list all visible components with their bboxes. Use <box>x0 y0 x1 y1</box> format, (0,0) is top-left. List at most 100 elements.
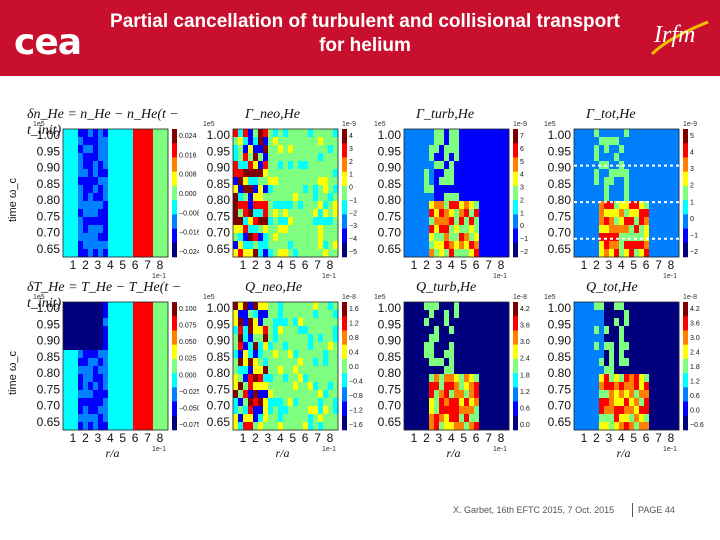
x-tick-label: 4 <box>107 258 114 272</box>
y-tick-label: 1.00 <box>548 128 572 142</box>
colorbar-scale-label: 1e-8 <box>683 294 697 301</box>
colorbar-tick-label: −1 <box>349 197 357 204</box>
colorbar-tick-label: −5 <box>349 249 357 256</box>
y-tick-label: 0.90 <box>548 161 572 175</box>
x-tick-label: 6 <box>302 258 309 272</box>
x-tick-label: 8 <box>327 258 334 272</box>
colorbar-tick-label: 0.6 <box>690 393 700 400</box>
colorbar-tick-label: −1 <box>690 232 698 239</box>
y-tick-label: 0.75 <box>378 382 402 396</box>
plot-frame <box>403 128 510 258</box>
colorbar-scale-label: 1e-9 <box>683 121 697 128</box>
plot-frame <box>403 301 510 431</box>
x-tick-label: 1 <box>411 258 418 272</box>
colorbar-tick-label: 0.000 <box>179 191 197 198</box>
heatmap-field <box>63 129 169 258</box>
irfm-logo-text: Irfm <box>654 22 696 48</box>
y-tick-label: 0.80 <box>548 366 572 380</box>
y-tick-label: 0.70 <box>378 226 402 240</box>
y-tick-label: 0.85 <box>37 177 61 191</box>
y-scale-label: 1e5 <box>374 294 386 301</box>
y-scale-label: 1e5 <box>203 294 215 301</box>
colorbar-tick-label: 5 <box>690 133 694 140</box>
y-tick-label: 0.90 <box>37 161 61 175</box>
x-tick-label: 4 <box>277 431 284 445</box>
colorbar-tick-label: 2.4 <box>520 356 530 363</box>
y-tick-label: 0.85 <box>378 350 402 364</box>
x-tick-label: 5 <box>289 431 296 445</box>
colorbar-tick-label: −0.8 <box>349 393 363 400</box>
colorbar-tick-label: 0.075 <box>179 323 197 330</box>
y-tick-label: 0.65 <box>548 415 572 429</box>
x-tick-label: 4 <box>618 431 625 445</box>
x-tick-label: 2 <box>423 258 430 272</box>
x-tick-label: 7 <box>655 258 662 272</box>
y-tick-label: 0.70 <box>37 226 61 240</box>
heatmap-panel-7: Q_turb,He 1.00 0.95 0.90 0.85 0.80 0.75 0.70 0.6… <box>368 280 540 452</box>
heatmap-panel-6: Q_neo,He 1.00 0.95 0.90 0.85 0.80 0.75 0.70 0.65… <box>197 280 369 452</box>
colorbar-tick-label: 1.6 <box>349 306 359 313</box>
x-tick-label: 1 <box>411 431 418 445</box>
y-tick-label: 0.70 <box>207 399 231 413</box>
x-tick-label: 6 <box>302 431 309 445</box>
colorbar-tick-label: −4 <box>349 236 357 243</box>
colorbar-tick-label: 7 <box>520 133 524 140</box>
x-tick-label: 3 <box>606 431 613 445</box>
heatmap-field <box>574 129 680 258</box>
x-tick-label: 1 <box>240 258 247 272</box>
x-tick-label: 7 <box>314 258 321 272</box>
x-scale-label: 1e-1 <box>663 446 677 452</box>
colorbar-tick-label: 3 <box>520 185 524 192</box>
x-scale-label: 1e-1 <box>322 273 336 279</box>
y-tick-label: 0.80 <box>378 366 402 380</box>
colorbar-tick-label: 1 <box>520 210 524 217</box>
y-tick-label: 0.70 <box>548 226 572 240</box>
heatmap-field <box>404 302 510 431</box>
x-tick-label: 1 <box>240 431 247 445</box>
colorbar-tick-label: 4 <box>349 133 353 140</box>
x-tick-label: 7 <box>144 431 151 445</box>
y-tick-label: 1.00 <box>207 128 231 142</box>
y-tick-label: 1.00 <box>207 301 231 315</box>
x-scale-label: 1e-1 <box>493 446 507 452</box>
heatmap-panel-4: Γ_tot,He 1.00 0.95 0.90 0.85 0.80 0.75 0.70 0.65… <box>538 107 710 279</box>
y-tick-label: 0.95 <box>378 144 402 158</box>
y-tick-label: 0.75 <box>37 209 61 223</box>
x-axis-label: r/a <box>616 446 631 460</box>
colorbar-tick-label: 0.025 <box>179 356 197 363</box>
page-number: PAGE 44 <box>638 505 675 515</box>
colorbar <box>342 129 347 258</box>
irfm-logo: Irfm <box>648 16 714 60</box>
x-tick-label: 2 <box>593 431 600 445</box>
x-tick-label: 3 <box>265 431 272 445</box>
x-tick-label: 8 <box>157 258 164 272</box>
y-tick-label: 0.80 <box>207 366 231 380</box>
x-tick-label: 4 <box>618 258 625 272</box>
colorbar-tick-label: −0.075 <box>179 422 199 429</box>
y-tick-label: 0.85 <box>548 177 572 191</box>
x-tick-label: 3 <box>436 431 443 445</box>
colorbar-tick-label: 0.8 <box>349 335 359 342</box>
colorbar <box>172 129 177 258</box>
colorbar-tick-label: −0.008 <box>179 210 199 217</box>
y-tick-label: 0.75 <box>207 382 231 396</box>
colorbar-scale-label: 1e-9 <box>342 121 356 128</box>
x-tick-label: 7 <box>485 431 492 445</box>
colorbar-tick-label: −2 <box>520 249 528 256</box>
x-tick-label: 5 <box>460 431 467 445</box>
y-tick-label: 1.00 <box>37 128 61 142</box>
y-tick-label: 0.85 <box>378 177 402 191</box>
x-tick-label: 7 <box>144 258 151 272</box>
x-tick-label: 8 <box>498 258 505 272</box>
heatmap-panel-2: Γ_neo,He 1.00 0.95 0.90 0.85 0.80 0.75 0.70 0.65… <box>197 107 369 279</box>
x-scale-label: 1e-1 <box>493 273 507 279</box>
colorbar <box>513 302 518 431</box>
y-tick-label: 0.85 <box>548 350 572 364</box>
x-tick-label: 2 <box>423 431 430 445</box>
panel-title: δT_He = T_He − T_He(t − t_init) <box>27 280 182 311</box>
y-tick-label: 0.65 <box>37 242 61 256</box>
colorbar-tick-label: 1 <box>690 199 694 206</box>
